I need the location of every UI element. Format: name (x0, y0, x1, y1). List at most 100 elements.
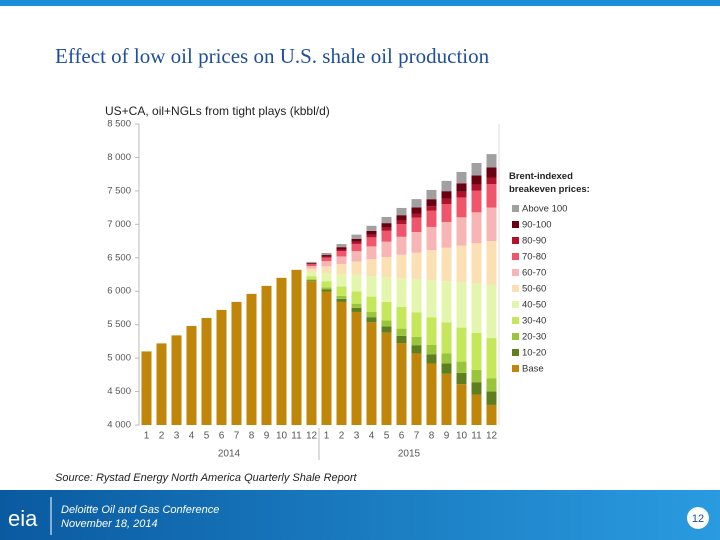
bar-segment (336, 298, 347, 302)
bar-segment (306, 280, 317, 282)
bar-segment (411, 336, 422, 346)
bar-segment (426, 250, 437, 281)
bar-segment (441, 281, 452, 323)
bar-segment (456, 384, 467, 425)
x-tick-label: 2 (159, 431, 165, 442)
source: Source: Rystad Energy North America Quar… (55, 472, 358, 484)
legend-swatch (512, 349, 519, 356)
bar-segment (456, 171, 467, 184)
bar-segment (486, 284, 497, 339)
bar-segment (486, 378, 497, 392)
bar-segment (381, 277, 392, 302)
bar-segment (396, 343, 407, 425)
y-tick-label: 4 500 (107, 386, 131, 397)
bar-segment (396, 307, 407, 329)
bar-segment (351, 303, 362, 308)
bar-segment (381, 227, 392, 231)
bar-segment (291, 269, 302, 425)
legend-label: 40-50 (522, 300, 546, 311)
bar-segment (336, 249, 347, 252)
footer-event: Deloitte Oil and Gas Conference (61, 504, 219, 516)
bar-segment (471, 394, 482, 425)
bar-segment (276, 277, 287, 425)
bar-segment (351, 307, 362, 312)
legend-label: 30-40 (522, 316, 546, 327)
x-tick-label: 2 (339, 431, 345, 442)
bar-segment (486, 338, 497, 379)
bar-segment (321, 281, 332, 288)
bar-segment (411, 199, 422, 208)
bar-segment (456, 191, 467, 198)
y-tick-label: 6 000 (107, 286, 131, 297)
bar-segment (366, 312, 377, 318)
bar-segment (306, 264, 317, 267)
bar-segment (366, 259, 377, 276)
bar-segment (441, 353, 452, 364)
bar-segment (306, 261, 317, 263)
bar-segment (351, 251, 362, 262)
bar-segment (321, 257, 332, 262)
bar-segment (366, 296, 377, 313)
bar-segment (441, 221, 452, 248)
chart-subtitle: US+CA, oil+NGLs from tight plays (kbbl/d… (105, 104, 330, 118)
legend-label: 90-100 (522, 220, 552, 231)
bar-segment (486, 391, 497, 405)
bar-segment (336, 274, 347, 287)
bar-segment (306, 262, 317, 264)
bar-segment (471, 212, 482, 244)
bar-segment (366, 230, 377, 235)
bar-segment (351, 261, 362, 275)
bar-segment (381, 257, 392, 278)
bar-segment (351, 311, 362, 425)
bar-segment (411, 217, 422, 233)
legend-swatch (512, 237, 519, 244)
bar-segment (351, 238, 362, 242)
bar-segment (411, 279, 422, 313)
bar-segment (441, 322, 452, 354)
y-tick-label: 4 000 (107, 420, 131, 431)
x-tick-label: 12 (486, 431, 498, 442)
bar-segment (396, 278, 407, 308)
bar-segment (471, 382, 482, 395)
x-tick-label: 9 (264, 431, 270, 442)
bar-segment (426, 199, 437, 207)
bar-segment (306, 268, 317, 272)
bar-segment (321, 255, 332, 257)
bar-segment (381, 326, 392, 333)
bar-segment (351, 274, 362, 292)
legend-title: Brent-indexed breakeven prices: (509, 171, 590, 195)
legend-label: Above 100 (522, 204, 567, 215)
footer-date: November 18, 2014 (61, 518, 158, 530)
bar-segment (306, 271, 317, 277)
bar-segment (351, 291, 362, 304)
bar-segment (471, 162, 482, 176)
legend-swatch (512, 317, 519, 324)
bar-segment (456, 217, 467, 246)
y-tick-label: 5 000 (107, 353, 131, 364)
bar-segment (486, 207, 497, 242)
x-tick-label: 8 (249, 431, 255, 442)
bar-segment (351, 234, 362, 239)
footer-bar (0, 490, 720, 540)
x-tick-label: 9 (444, 431, 450, 442)
x-tick-label: 5 (384, 431, 390, 442)
x-tick-label: 6 (219, 431, 225, 442)
bar-segment (336, 301, 347, 425)
bar-segment (426, 363, 437, 425)
x-tick-label: 5 (204, 431, 210, 442)
page-badge (687, 507, 709, 529)
bar-segment (366, 237, 377, 247)
bar-segment (411, 232, 422, 253)
bar-segment (336, 251, 347, 257)
bar-segment (141, 351, 152, 425)
bar-segment (216, 309, 227, 425)
bar-segment (456, 197, 467, 218)
bar-segment (471, 283, 482, 333)
bar-segment (396, 335, 407, 344)
x-tick-label: 7 (414, 431, 420, 442)
bar-segment (426, 226, 437, 251)
bar-segment (396, 328, 407, 336)
legend-swatch (512, 365, 519, 372)
bar-segment (486, 154, 497, 168)
